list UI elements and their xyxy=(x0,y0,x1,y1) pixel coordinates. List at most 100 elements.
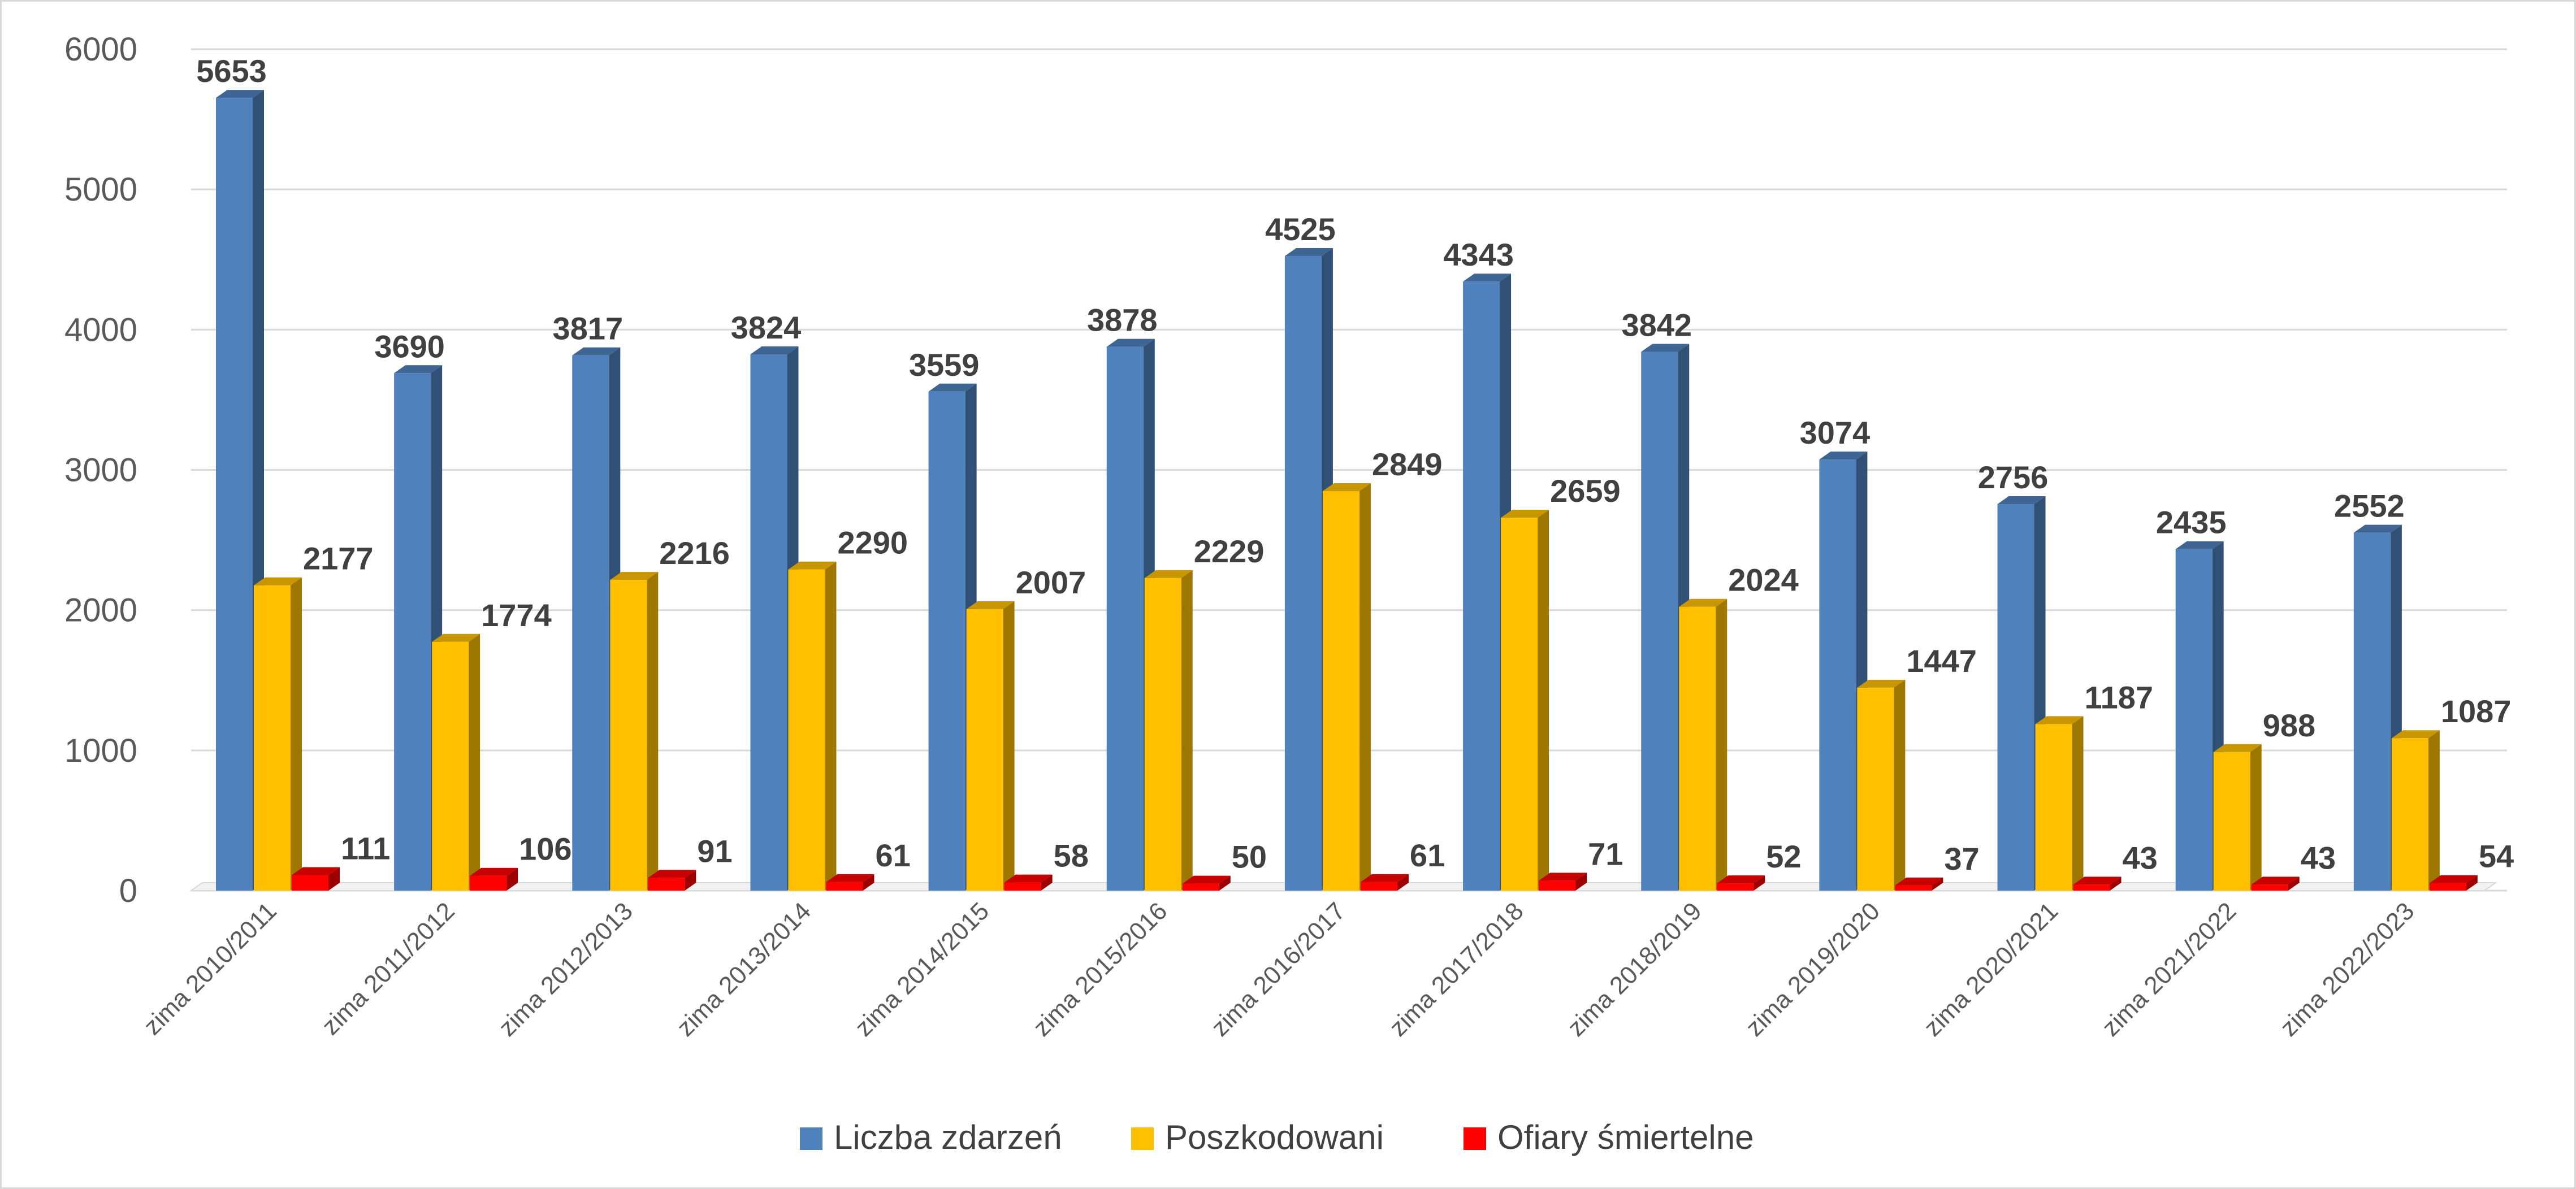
bar-side xyxy=(2428,730,2440,891)
bar-ofiary-smiertelne-zima-2022-2023 xyxy=(2429,875,2478,891)
x-tick-label: zima 2020/2021 xyxy=(1919,897,2063,1042)
bar-poszkodowani-zima-2021-2022 xyxy=(2213,744,2262,891)
bar-side xyxy=(1932,877,1943,891)
data-label-liczba-zdarzen: 2552 xyxy=(2334,488,2405,524)
bar-front xyxy=(2429,883,2466,891)
data-label-poszkodowani: 2216 xyxy=(659,535,730,571)
x-tick-label: zima 2017/2018 xyxy=(1384,897,1529,1042)
data-label-poszkodowani: 988 xyxy=(2263,708,2315,743)
x-tick-label: zima 2015/2016 xyxy=(1028,897,1172,1042)
bar-poszkodowani-zima-2014-2015 xyxy=(966,601,1015,891)
data-label-ofiary-smiertelne: 61 xyxy=(875,837,910,873)
bar-front xyxy=(216,98,253,891)
bar-top xyxy=(1360,874,1409,882)
data-label-ofiary-smiertelne: 52 xyxy=(1766,839,1801,874)
legend-swatch xyxy=(1131,1127,1154,1150)
bar-side xyxy=(1219,875,1231,891)
legend-swatch xyxy=(800,1127,822,1150)
x-tick-label: zima 2022/2023 xyxy=(2275,897,2419,1042)
bar-top xyxy=(292,867,340,875)
bar-top xyxy=(1106,339,1155,347)
data-label-poszkodowani: 2659 xyxy=(1550,473,1621,509)
bar-front xyxy=(2213,752,2250,891)
data-label-poszkodowani: 1187 xyxy=(2085,679,2154,715)
data-label-poszkodowani: 2290 xyxy=(837,525,908,561)
x-tick-label: zima 2021/2022 xyxy=(2097,897,2241,1042)
bar-side xyxy=(1716,598,1728,891)
bar-side xyxy=(825,561,837,891)
bar-front xyxy=(648,878,685,891)
bar-ofiary-smiertelne-zima-2011-2012 xyxy=(470,867,518,891)
bar-front xyxy=(1717,883,1754,891)
data-label-ofiary-smiertelne: 91 xyxy=(697,833,732,869)
bar-top xyxy=(2251,876,2300,885)
bar-ofiary-smiertelne-zima-2010-2011 xyxy=(292,867,340,891)
bar-poszkodowani-zima-2012-2013 xyxy=(610,572,659,891)
bar-ofiary-smiertelne-zima-2016-2017 xyxy=(1360,874,1409,891)
data-label-liczba-zdarzen: 3878 xyxy=(1087,302,1158,338)
y-tick-label: 4000 xyxy=(64,311,137,348)
bar-top xyxy=(1679,598,1728,607)
bar-front xyxy=(1641,352,1678,891)
data-label-liczba-zdarzen: 2435 xyxy=(2156,505,2227,540)
x-tick-label: zima 2010/2011 xyxy=(138,897,282,1040)
legend-item-ofiary-smiertelne: Ofiary śmiertelne xyxy=(1464,1118,1754,1156)
bar-side xyxy=(328,867,340,891)
legend-label: Poszkodowani xyxy=(1165,1118,1384,1156)
bar-side xyxy=(1397,874,1409,891)
bar-front xyxy=(928,391,966,891)
bar-front xyxy=(1144,578,1181,891)
bar-top xyxy=(750,346,799,355)
bar-top xyxy=(2429,875,2478,883)
bar-side xyxy=(1041,874,1053,891)
x-tick-label: zima 2018/2019 xyxy=(1562,897,1707,1042)
bar-front xyxy=(1501,518,1538,891)
bar-front xyxy=(1997,504,2034,891)
bar-ofiary-smiertelne-zima-2015-2016 xyxy=(1182,875,1231,891)
data-label-poszkodowani: 2229 xyxy=(1194,533,1265,569)
bar-top xyxy=(1182,875,1231,884)
bar-front xyxy=(750,354,787,891)
bar-front xyxy=(1182,883,1219,891)
data-label-liczba-zdarzen: 3559 xyxy=(909,347,980,383)
bar-top xyxy=(1857,679,1906,688)
bar-side xyxy=(2250,744,2262,891)
x-tick-label: zima 2011/2012 xyxy=(317,897,460,1040)
bar-front xyxy=(394,373,431,891)
data-label-ofiary-smiertelne: 58 xyxy=(1054,838,1089,874)
bar-front xyxy=(1106,346,1144,891)
bar-front xyxy=(1857,687,1894,891)
data-label-liczba-zdarzen: 4525 xyxy=(1265,211,1336,247)
bar-poszkodowani-zima-2013-2014 xyxy=(788,561,837,891)
bar-side xyxy=(2110,876,2122,891)
bar-liczba-zdarzen-zima-2016-2017 xyxy=(1284,248,1333,891)
data-label-poszkodowani: 2007 xyxy=(1016,565,1086,600)
data-label-ofiary-smiertelne: 37 xyxy=(1944,841,1979,876)
data-label-liczba-zdarzen: 5653 xyxy=(196,53,267,89)
bar-top xyxy=(1717,875,1765,884)
bar-side xyxy=(1575,873,1587,891)
y-tick-label: 5000 xyxy=(64,171,137,208)
bar-top xyxy=(2035,716,2084,724)
bar-front xyxy=(1895,885,1932,891)
bar-ofiary-smiertelne-zima-2014-2015 xyxy=(1004,874,1053,891)
bar-front xyxy=(788,569,825,891)
bar-top xyxy=(788,561,837,570)
bar-top xyxy=(1284,248,1333,257)
bar-front xyxy=(826,882,863,891)
bar-ofiary-smiertelne-zima-2019-2020 xyxy=(1895,877,1943,891)
bar-top xyxy=(1501,510,1549,518)
y-tick-label: 6000 xyxy=(64,31,137,68)
bar-front xyxy=(2251,884,2288,891)
bar-poszkodowani-zima-2015-2016 xyxy=(1144,570,1193,891)
bar-ofiary-smiertelne-zima-2018-2019 xyxy=(1717,875,1765,891)
bar-side xyxy=(685,870,696,891)
bar-poszkodowani-zima-2010-2011 xyxy=(254,577,302,891)
bar-front xyxy=(1539,880,1576,891)
x-tick-label: zima 2012/2013 xyxy=(493,897,638,1042)
bar-top xyxy=(1322,483,1371,491)
bar-front xyxy=(1004,882,1041,891)
bar-top xyxy=(2213,744,2262,752)
bar-top xyxy=(394,365,443,374)
legend-label: Liczba zdarzeń xyxy=(834,1118,1062,1156)
